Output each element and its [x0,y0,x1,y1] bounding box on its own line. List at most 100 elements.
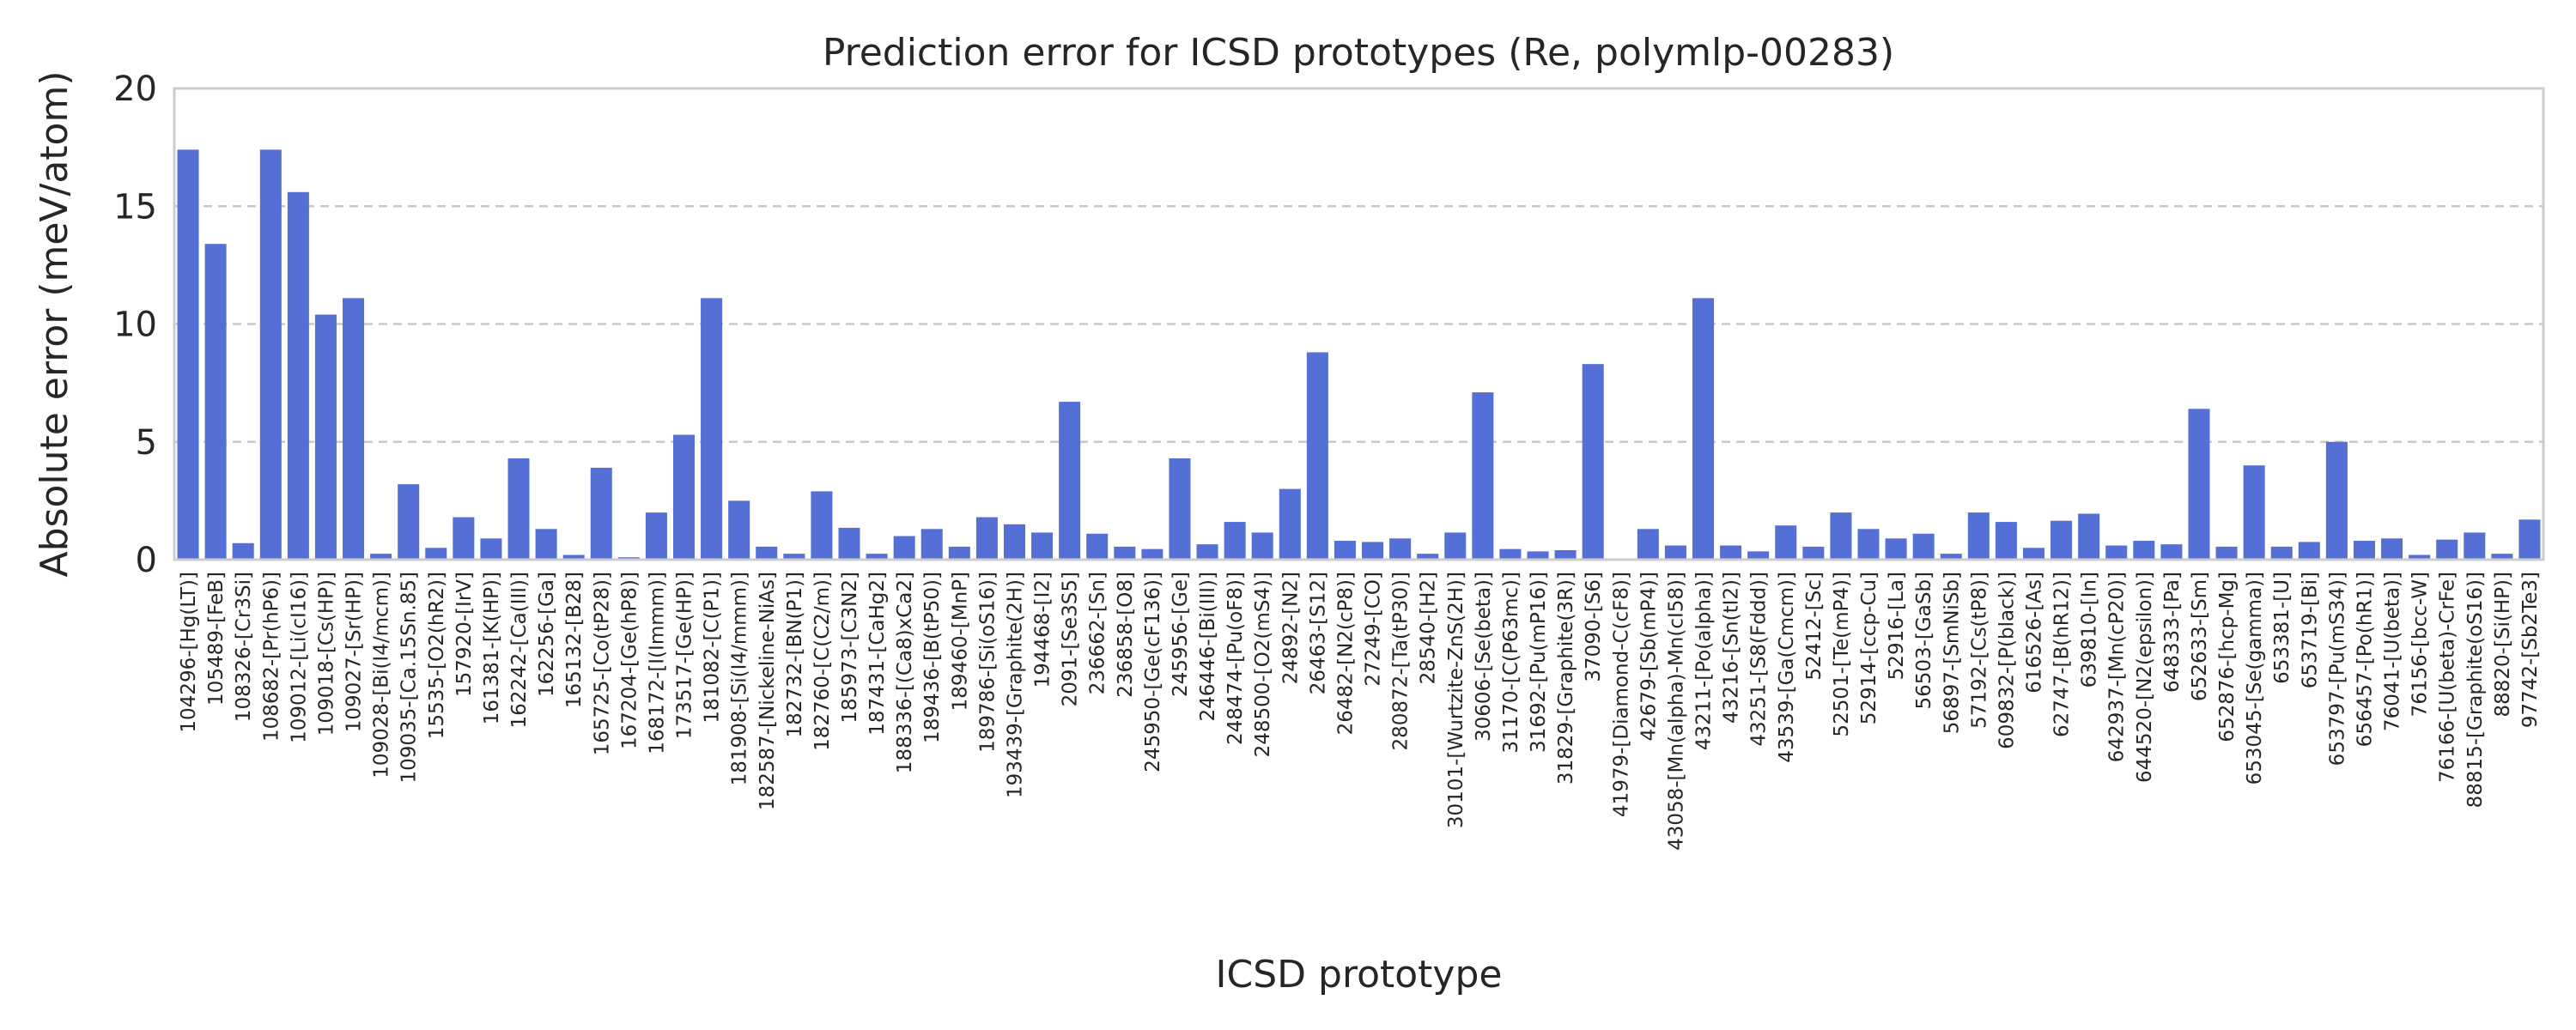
x-tick-label: 76156-[bcc-W] [2409,572,2432,717]
bar [2270,546,2293,560]
x-tick-label: 26482-[N2(cP8)] [1334,572,1357,735]
x-tick-label: 639810-[In] [2079,572,2101,688]
bar [1031,532,1054,560]
x-tick-label: 109018-[Cs(HP)] [315,572,337,736]
bar [1306,352,1328,560]
x-tick-label: 104296-[Hg(LT)] [178,572,200,733]
x-tick-label: 652876-[hcp-Mg] [2216,572,2239,742]
bar [1582,364,1604,560]
bar [1830,512,1852,560]
bar [811,491,833,560]
x-tick-label: 43058-[Mn(alpha)-Mn(cI58)] [1665,572,1687,851]
bar [1086,533,1109,560]
bar [1169,457,1191,560]
bar [866,554,888,560]
bar [1224,522,1246,560]
y-tick-label: 20 [113,70,157,109]
bar [398,484,420,560]
bar [2050,520,2073,560]
x-tick-label: 182587-[Nickeline-NiAs] [756,572,779,810]
bar [2078,513,2100,560]
bar [204,244,227,560]
bar [2215,546,2238,560]
bar [370,554,392,560]
x-tick-label: 109012-[Li(cI16)] [288,572,310,743]
x-tick-label: 88815-[Graphite(oS16)] [2464,572,2487,808]
chart-title: Prediction error for ICSD prototypes (Re… [823,31,1894,75]
bar [2409,554,2431,560]
bar [1802,546,1825,560]
x-tick-label: 193439-[Graphite(2H)] [1004,572,1026,798]
bar [1940,554,1962,560]
bar [920,529,943,560]
x-tick-label: 194468-[I2] [1032,572,1054,688]
bar [1003,524,1025,560]
bar [480,538,502,560]
bar [2325,441,2348,560]
x-tick-label: 189436-[B(tP50)] [921,572,944,743]
x-tick-label: 62747-[B(hR12)] [2051,572,2074,737]
x-tick-label: 31170-[C(P63mc)] [1500,572,1522,754]
x-tick-label: 42679-[Sb(mP4)] [1637,572,1660,741]
bar [1857,529,1880,560]
x-tick-label: 157920-[IrV] [453,572,476,697]
x-tick-label: 88820-[Si(HP)] [2492,572,2514,718]
x-tick-label: 187431-[CaHg2] [866,572,889,736]
bar [590,467,612,560]
x-tick-label: 43539-[Ga(Cmcm)] [1776,572,1798,763]
bar [948,546,970,560]
x-tick-label: 236662-[Sn] [1087,572,1109,694]
bar [1720,545,1742,560]
y-tick-label: 0 [136,541,157,580]
bar [2160,544,2183,560]
x-tick-label: 185973-[C3N2] [839,572,861,724]
bar [1499,548,1522,560]
bar [1334,541,1356,560]
x-tick-label: 189460-[MnP] [949,572,971,711]
bar [2022,548,2045,560]
x-tick-label: 97742-[Sb2Te3] [2519,572,2542,728]
x-tick-label: 52501-[Te(mP4)] [1831,572,1853,737]
x-tick-label: 105489-[FeB] [205,572,228,706]
bar [1775,525,1797,560]
bar [1196,544,1218,560]
bar [893,536,915,560]
x-tick-label: 653045-[Se(gamma)] [2244,572,2266,785]
x-tick-label: 43211-[Po(alpha)] [1693,572,1716,750]
y-axis-label: Absolute error (meV/atom) [33,71,76,578]
x-tick-label: 43251-[S8(Fddd)] [1748,572,1771,747]
bar [287,191,309,560]
bar [975,517,998,560]
y-tick-label: 10 [113,306,157,345]
bar [1251,532,1273,560]
bar [1995,522,2017,560]
bar [1141,548,1163,560]
x-tick-label: 109028-[Bi(I4/mcm)] [371,572,393,779]
bar [343,298,365,560]
bar [1527,551,1549,560]
x-tick-label: 168172-[I(Immm)] [646,572,668,754]
bar [507,457,530,560]
x-tick-label: 182732-[BN(P1)] [784,572,806,737]
bar [701,298,723,560]
x-tick-label: 52914-[ccp-Cu] [1858,572,1880,724]
bar [425,548,447,560]
x-tick-label: 30101-[Wurtzite-ZnS(2H)] [1445,572,1467,828]
bar [2105,545,2128,560]
bar [232,542,254,560]
bar [1637,529,1659,560]
bar [783,554,805,560]
bar [1664,545,1686,560]
x-tick-label: 24892-[N2] [1279,572,1302,684]
plot-frame [173,87,2545,561]
x-tick-label: 182760-[C(C2/m)] [811,572,834,751]
bar [672,434,696,560]
x-tick-label: 57192-[Cs(tP8)] [1968,572,1990,729]
x-tick-label: 165725-[Co(tP28)] [591,572,613,755]
x-tick-label: 109027-[Sr(HP)] [343,572,366,732]
x-tick-label: 616526-[As] [2023,572,2045,694]
x-tick-label: 43216-[Sn(tI2)] [1721,572,1743,724]
y-tick-labels: 0 5 10 15 20 [113,70,157,580]
x-tick-label: 56897-[SmNiSb] [1941,572,1963,734]
